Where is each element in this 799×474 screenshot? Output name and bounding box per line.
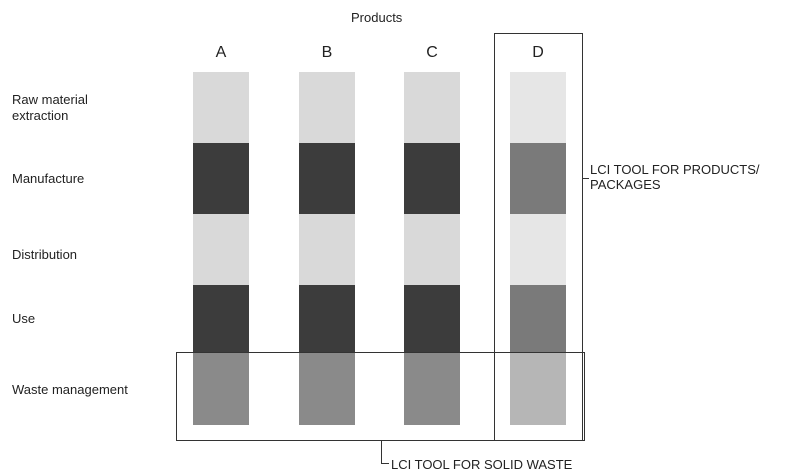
segment-c-waste-management (404, 352, 460, 425)
lci-products-connector (583, 178, 589, 180)
segment-d-waste-management (510, 352, 566, 425)
segment-c-raw-material (404, 72, 460, 143)
stage-label-raw-material: Raw material extraction (12, 92, 88, 123)
segment-c-distribution (404, 214, 460, 285)
lci-waste-label: LCI TOOL FOR SOLID WASTE (391, 457, 573, 472)
segment-a-use (193, 285, 249, 352)
stage-label-distribution: Distribution (12, 247, 78, 262)
segment-d-manufacture (510, 143, 566, 214)
segment-d-use (510, 285, 566, 352)
segment-b-raw-material (299, 72, 355, 143)
segment-b-manufacture (299, 143, 355, 214)
segment-a-distribution (193, 214, 249, 285)
segment-b-waste-management (299, 352, 355, 425)
segment-b-use (299, 285, 355, 352)
segment-d-distribution (510, 214, 566, 285)
segment-a-manufacture (193, 143, 249, 214)
product-label-b: B (321, 44, 333, 61)
lci-waste-connector-horizontal (381, 463, 389, 465)
lci-products-label: LCI TOOL FOR PRODUCTS/ PACKAGES (590, 162, 760, 192)
lci-waste-connector-vertical (381, 441, 383, 464)
product-label-a: A (215, 44, 227, 61)
stage-label-manufacture: Manufacture (12, 171, 85, 186)
segment-a-raw-material (193, 72, 249, 143)
segment-d-raw-material (510, 72, 566, 143)
product-label-c: C (426, 44, 438, 61)
segment-b-distribution (299, 214, 355, 285)
product-label-d: D (532, 44, 544, 61)
segment-a-waste-management (193, 352, 249, 425)
segment-c-manufacture (404, 143, 460, 214)
stage-label-use: Use (12, 311, 36, 326)
segment-c-use (404, 285, 460, 352)
stage-label-waste-management: Waste management (12, 382, 128, 397)
lci-waste-box (176, 352, 585, 441)
products-header: Products (351, 10, 403, 25)
